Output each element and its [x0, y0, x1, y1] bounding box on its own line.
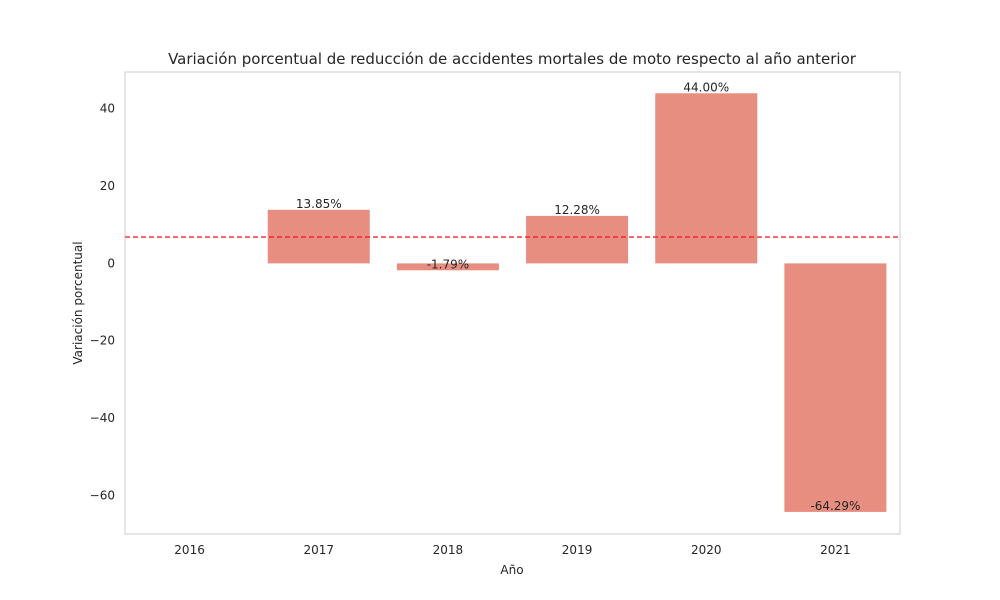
y-axis-label: Variación porcentual: [71, 241, 85, 364]
x-axis-label: Año: [500, 563, 523, 577]
bar: [655, 93, 758, 264]
y-tick-label: −60: [90, 488, 115, 502]
bar-value-label: -1.79%: [427, 257, 469, 271]
y-tick-label: 20: [100, 179, 115, 193]
y-axis-ticks: 40 20 0 −20 −40 −60: [90, 102, 115, 503]
x-tick-label: 2020: [691, 543, 722, 557]
x-tick-label: 2021: [820, 543, 851, 557]
bar: [396, 263, 499, 271]
x-axis-ticks: 2016 2017 2018 2019 2020 2021: [174, 543, 850, 557]
y-tick-label: 0: [107, 256, 115, 270]
bars-layer: [267, 93, 887, 512]
y-tick-label: −20: [90, 334, 115, 348]
bar-value-label: -64.29%: [810, 499, 860, 513]
x-tick-label: 2018: [433, 543, 464, 557]
bar-value-label: 12.28%: [554, 203, 600, 217]
bar: [784, 263, 887, 512]
y-tick-label: 40: [100, 102, 115, 116]
data-labels-layer: 13.85% -1.79% 12.28% 44.00% -64.29%: [296, 80, 861, 513]
x-tick-label: 2017: [303, 543, 334, 557]
chart-title: Variación porcentual de reducción de acc…: [168, 50, 857, 68]
y-tick-label: −40: [90, 411, 115, 425]
x-tick-label: 2016: [174, 543, 205, 557]
bar-value-label: 44.00%: [683, 80, 729, 94]
bar: [526, 215, 629, 264]
x-tick-label: 2019: [562, 543, 593, 557]
plot-area-frame: [124, 71, 901, 535]
bar-value-label: 13.85%: [296, 197, 342, 211]
